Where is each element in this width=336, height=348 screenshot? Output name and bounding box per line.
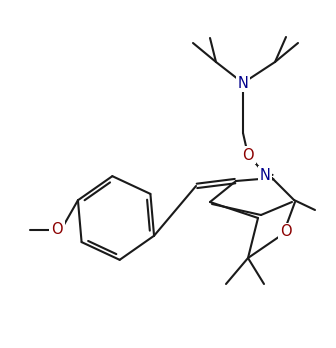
Text: N: N bbox=[238, 76, 248, 90]
Text: O: O bbox=[51, 222, 63, 237]
Text: N: N bbox=[260, 167, 270, 182]
Text: O: O bbox=[242, 148, 254, 163]
Text: O: O bbox=[280, 224, 292, 239]
